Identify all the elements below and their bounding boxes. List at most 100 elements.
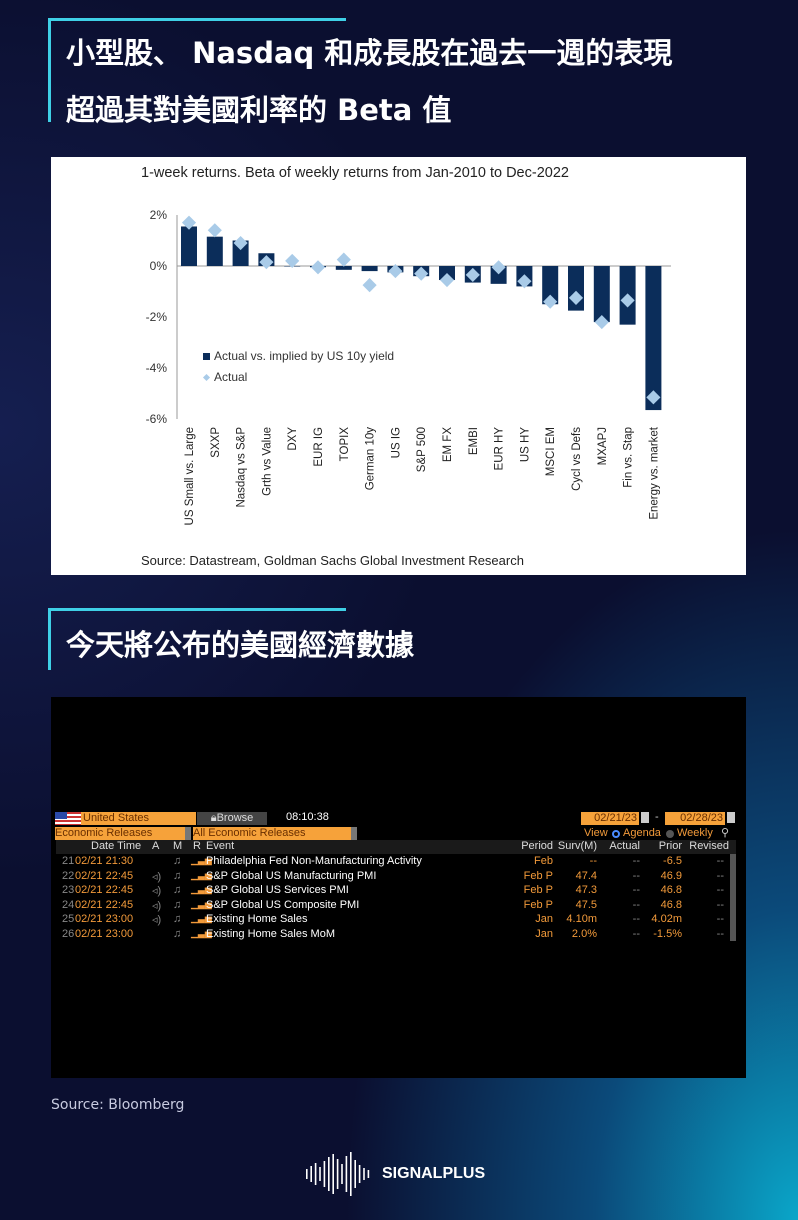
actual-marker <box>568 290 584 305</box>
table-row[interactable]: 21 02/21 21:30 ♫ ▁▃▅ Philadelphia Fed No… <box>56 855 736 869</box>
us-flag-icon <box>55 812 81 825</box>
row-period: Jan <box>535 913 553 925</box>
row-datetime: 02/21 23:00 <box>75 927 134 940</box>
speaker-icon[interactable]: ◃) <box>152 870 162 883</box>
legend-actual-swatch <box>202 373 211 382</box>
date-from-field[interactable]: 02/21/23 <box>581 812 639 825</box>
row-datetime: 02/21 21:30 <box>75 855 134 867</box>
row-event[interactable]: S&P Global US Manufacturing PMI <box>206 869 377 882</box>
user-search-icon[interactable]: ⚲ <box>721 827 730 839</box>
row-revised: -- <box>716 869 724 882</box>
chevron-down-icon[interactable] <box>185 827 191 840</box>
agenda-radio[interactable] <box>612 830 620 838</box>
row-revised: -- <box>716 913 724 925</box>
legend-bar-swatch <box>203 353 210 360</box>
calendar-icon[interactable] <box>641 812 649 823</box>
actual-marker <box>414 266 429 281</box>
bar <box>232 240 249 266</box>
bar <box>335 266 352 270</box>
row-event[interactable]: Existing Home Sales MoM <box>206 927 335 940</box>
chart-title: 1-week returns. Beta of weekly returns f… <box>141 165 569 181</box>
logo-bar <box>336 1159 339 1189</box>
speaker-icon[interactable]: ◃) <box>152 885 162 897</box>
table-row[interactable]: 25 02/21 23:00 ◃) ♫ ▁▃▅ Existing Home Sa… <box>56 913 736 927</box>
signalplus-logo: SIGNALPLUS <box>306 1150 485 1198</box>
bell-icon[interactable]: ♫ <box>173 898 182 911</box>
speaker-icon[interactable]: ◃) <box>152 914 162 926</box>
legend-label: Actual <box>214 370 247 384</box>
col-a[interactable]: A <box>152 840 160 852</box>
row-number: 23 <box>62 884 75 896</box>
bell-icon[interactable]: ♫ <box>173 927 182 940</box>
chart-source: Source: Datastream, Goldman Sachs Global… <box>141 553 524 568</box>
x-tick-label: DXY <box>287 427 299 451</box>
relevance-bars-icon: ▁▃▅ <box>191 927 212 938</box>
row-survey: 4.10m <box>566 913 597 925</box>
section1-title-line1: 小型股、 Nasdaq 和成長股在過去一週的表現 <box>66 36 673 70</box>
row-datetime: 02/21 22:45 <box>75 898 134 911</box>
row-actual: -- <box>632 855 640 867</box>
date-to-field[interactable]: 02/28/23 <box>665 812 725 825</box>
row-event[interactable]: S&P Global US Composite PMI <box>206 898 360 911</box>
col-m[interactable]: M <box>173 840 183 852</box>
actual-marker <box>439 272 455 288</box>
row-event[interactable]: S&P Global US Services PMI <box>206 884 349 896</box>
bell-icon[interactable]: ♫ <box>173 884 182 896</box>
calendar-icon[interactable] <box>727 812 735 823</box>
scrollbar[interactable] <box>730 854 736 941</box>
weekly-radio[interactable] <box>666 830 674 838</box>
relevance-bars-icon: ▁▃▅ <box>191 913 212 923</box>
date-separator: - <box>655 811 659 823</box>
x-tick-label: US Small vs. Large <box>184 427 196 525</box>
row-actual: -- <box>632 869 640 882</box>
row-event[interactable]: Existing Home Sales <box>206 913 308 925</box>
col-r[interactable]: R <box>193 840 201 852</box>
col-revised[interactable]: Revised <box>689 840 729 852</box>
col-prior[interactable]: Prior <box>658 840 682 852</box>
logo-bar <box>310 1166 312 1182</box>
table-row[interactable]: 26 02/21 23:00 ♫ ▁▃▅ Existing Home Sales… <box>56 928 736 942</box>
country-select[interactable]: United States <box>81 812 196 825</box>
col-period[interactable]: Period <box>521 840 553 852</box>
col-datetime[interactable]: Date Time <box>91 840 142 852</box>
x-tick-label: Fin vs. Stap <box>623 427 635 488</box>
row-survey: 2.0% <box>571 927 597 940</box>
row-number: 21 <box>62 855 75 867</box>
weekly-label[interactable]: Weekly <box>677 827 713 839</box>
row-revised: -- <box>716 884 724 896</box>
logo-bar <box>354 1160 356 1188</box>
releases-dropdown[interactable]: Economic Releases <box>55 827 185 840</box>
browse-button[interactable]: 🔒︎Browse <box>197 812 267 825</box>
agenda-label[interactable]: Agenda <box>623 827 661 839</box>
col-surv[interactable]: Surv(M) <box>557 840 597 852</box>
table-row[interactable]: 22 02/21 22:45 ◃) ♫ ▁▃▅ S&P Global US Ma… <box>56 870 736 884</box>
all-releases-dropdown[interactable]: All Economic Releases <box>193 827 351 840</box>
logo-bar <box>319 1167 321 1181</box>
logo-bar <box>363 1168 365 1180</box>
source-note: Source: Bloomberg <box>51 1097 185 1113</box>
x-tick-label: MXAPJ <box>597 427 609 465</box>
row-revised: -- <box>716 927 724 940</box>
x-tick-label: EM FX <box>442 427 454 462</box>
table-row[interactable]: 23 02/21 22:45 ◃) ♫ ▁▃▅ S&P Global US Se… <box>56 884 736 898</box>
row-number: 26 <box>62 927 75 940</box>
bell-icon[interactable]: ♫ <box>173 855 182 867</box>
row-datetime: 02/21 22:45 <box>75 869 134 882</box>
col-event[interactable]: Event <box>206 840 235 852</box>
row-actual: -- <box>632 898 640 911</box>
x-tick-label: German 10y <box>365 427 377 491</box>
bell-icon[interactable]: ♫ <box>173 869 182 882</box>
title-bracket <box>48 18 346 122</box>
bell-icon[interactable]: ♫ <box>173 913 182 925</box>
title-bracket-2 <box>48 608 346 670</box>
chevron-down-icon[interactable] <box>351 827 357 840</box>
row-event[interactable]: Philadelphia Fed Non-Manufacturing Activ… <box>206 855 422 867</box>
table-row[interactable]: 24 02/21 22:45 ◃) ♫ ▁▃▅ S&P Global US Co… <box>56 899 736 913</box>
col-actual[interactable]: Actual <box>609 840 640 852</box>
actual-marker <box>620 293 635 308</box>
speaker-icon[interactable]: ◃) <box>152 899 162 912</box>
x-tick-label: EUR IG <box>313 427 325 467</box>
y-tick-label: 0% <box>150 259 168 273</box>
bar <box>542 266 559 305</box>
row-actual: -- <box>632 913 640 925</box>
